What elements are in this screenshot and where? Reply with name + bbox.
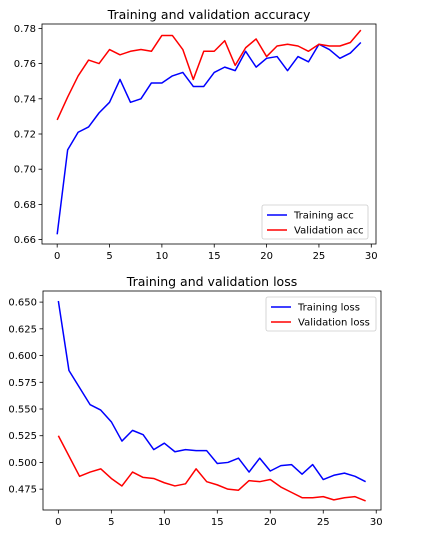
acc-legend-label: Training acc (293, 211, 354, 222)
acc-x-tick-label: 10 (156, 251, 169, 262)
loss-x-tick-label: 0 (55, 517, 61, 528)
loss-legend-label: Validation loss (298, 318, 370, 329)
acc-x-tick-label: 5 (106, 251, 112, 262)
loss-x-tick-label: 25 (317, 517, 330, 528)
loss-y-tick-label: 0.600 (8, 351, 37, 362)
loss-series-validation-loss (57, 435, 366, 502)
acc-y-tick-label: 0.72 (14, 130, 36, 141)
loss-x-tick-label: 15 (211, 517, 224, 528)
acc-y-tick-label: 0.66 (14, 235, 36, 246)
acc-legend-box (261, 204, 369, 240)
acc-series-training-acc (56, 41, 362, 235)
loss-x-tick-label: 5 (108, 517, 114, 528)
loss-y-tick-label: 0.625 (8, 324, 37, 335)
loss-y-tick-label: 0.575 (8, 378, 37, 389)
loss-x-tick-label: 10 (158, 517, 171, 528)
acc-legend: Training acc Validation acc (261, 204, 369, 240)
loss-legend-label: Training loss (297, 303, 360, 314)
acc-legend-label: Validation acc (294, 226, 364, 237)
loss-y-tick-label: 0.650 (8, 298, 37, 309)
acc-y-tick-label: 0.68 (14, 200, 36, 211)
acc-y-tick-label: 0.76 (14, 59, 36, 70)
acc-y-tick-label: 0.78 (14, 24, 36, 35)
loss-x-tick-label: 30 (370, 517, 383, 528)
acc-x-tick-label: 30 (365, 251, 378, 262)
loss-y-tick-label: 0.550 (8, 404, 37, 415)
loss-y-tick-label: 0.500 (8, 458, 37, 469)
acc-chart-title: Training and validation accuracy (107, 7, 311, 22)
loss-series-training-loss (57, 300, 366, 483)
loss-x-tick-label: 20 (264, 517, 277, 528)
acc-x-tick-label: 25 (313, 251, 326, 262)
acc-x-tick-label: 0 (54, 251, 60, 262)
loss-y-tick-label: 0.525 (8, 431, 37, 442)
acc-y-tick-label: 0.70 (14, 165, 36, 176)
acc-x-tick-label: 20 (260, 251, 273, 262)
loss-legend-box (265, 296, 377, 332)
loss-y-tick-label: 0.475 (8, 485, 37, 496)
loss-axes-frame (42, 290, 382, 511)
acc-series-validation-acc (56, 29, 362, 121)
acc-chart: Training and validation accuracy 0 5 10 15 20… (14, 7, 378, 262)
acc-x-tick-label: 15 (208, 251, 221, 262)
loss-chart: Training and validation loss 0 5 10 15 20 25 30… (8, 274, 382, 528)
loss-chart-title: Training and validation loss (126, 274, 297, 289)
loss-legend: Training loss Validation loss (265, 296, 377, 332)
acc-y-tick-label: 0.74 (14, 94, 36, 105)
